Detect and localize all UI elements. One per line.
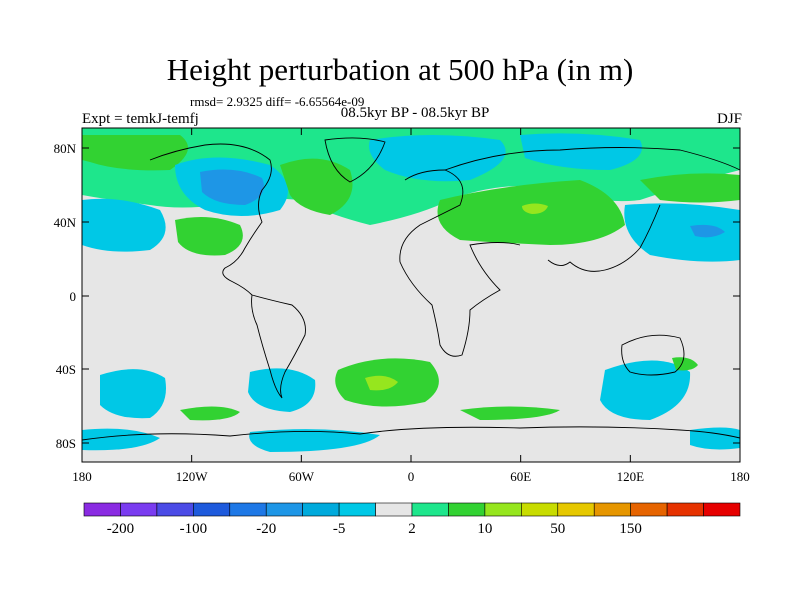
- colorbar-swatch: [593, 502, 631, 517]
- coast-south-america: [251, 294, 306, 399]
- colorbar-swatch: [302, 502, 340, 517]
- coast-australia: [621, 334, 685, 376]
- coast-antarctica: [81, 426, 741, 441]
- colorbar: -200 -100 -20 -5 2 10 50 150: [83, 502, 741, 537]
- fill-chile-negative: [248, 368, 316, 412]
- colorbar-label: -200: [107, 521, 135, 537]
- coast-north-america: [149, 143, 272, 296]
- lat-label: 40N: [54, 215, 77, 230]
- lon-label: 120W: [176, 469, 209, 484]
- lat-label: 0: [70, 289, 77, 304]
- longitude-axis: 180 120W 60W 0 60E 120E 180: [72, 128, 750, 484]
- fill-europe-negative-2: [520, 133, 642, 170]
- fill-nwpacific-positive: [640, 173, 740, 203]
- colorbar-swatch: [411, 502, 449, 517]
- colorbar-swatch: [557, 502, 595, 517]
- fill-nwpacific-dark: [690, 224, 725, 238]
- colorbar-swatch: [83, 502, 121, 517]
- coast-asia: [444, 147, 741, 272]
- colorbar-label: -20: [256, 521, 276, 537]
- fill-npacific-negative: [82, 198, 166, 252]
- rmsd-diff-text: rmsd= 2.9325 diff= -6.65564e-09: [190, 94, 365, 109]
- latitude-axis: 80N 40N 0 40S 80S: [54, 141, 740, 451]
- plot-title: Height perturbation at 500 hPa (in m): [166, 52, 634, 87]
- season-label: DJF: [716, 111, 742, 127]
- colorbar-swatch: [666, 502, 704, 517]
- fill-sub-ant-positive-2: [460, 406, 560, 420]
- colorbar-swatch: [156, 502, 194, 517]
- coast-europe-africa: [399, 169, 521, 357]
- fill-eurasia-peak: [522, 203, 548, 214]
- colorbar-swatch: [265, 502, 303, 517]
- lon-label: 180: [72, 469, 92, 484]
- colorbar-label: -5: [333, 521, 346, 537]
- colorbar-label: 10: [477, 521, 492, 537]
- experiment-label: Expt = temkJ-temfj: [82, 111, 199, 127]
- fill-europe-negative: [369, 135, 506, 182]
- fill-sp-negative: [100, 369, 166, 419]
- fill-satlantic-peak: [365, 375, 398, 391]
- lon-label: 60E: [510, 469, 531, 484]
- fill-na-negative-dark: [200, 169, 264, 205]
- colorbar-swatch: [484, 502, 522, 517]
- fill-sub-ant-positive: [180, 406, 240, 421]
- colorbar-swatch: [521, 502, 559, 517]
- lon-label: 120E: [617, 469, 645, 484]
- fill-indian-negative: [600, 360, 691, 420]
- lat-label: 40S: [56, 362, 76, 377]
- lat-label: 80S: [56, 436, 76, 451]
- colorbar-swatch: [375, 502, 413, 517]
- colorbar-label: 50: [550, 521, 565, 537]
- fill-atlantic-positive: [280, 158, 353, 215]
- colorbar-swatch: [630, 502, 668, 517]
- colorbar-label: 2: [408, 521, 416, 537]
- coastlines: [81, 137, 741, 441]
- colorbar-swatch: [338, 502, 376, 517]
- lon-label: 60W: [289, 469, 315, 484]
- fill-pacific-positive: [175, 216, 243, 256]
- lon-label: 180: [730, 469, 750, 484]
- fill-arctic-mid: [82, 135, 188, 171]
- fill-nwpacific-negative: [624, 203, 740, 262]
- lon-label: 0: [408, 469, 415, 484]
- colorbar-swatch: [120, 502, 158, 517]
- fill-ant-negative-3: [690, 427, 740, 450]
- colorbar-swatch: [229, 502, 267, 517]
- colorbar-swatch: [703, 502, 741, 517]
- fill-tasman-positive: [672, 357, 698, 371]
- period-label: 08.5kyr BP - 08.5kyr BP: [340, 105, 490, 121]
- fill-ant-negative-2: [249, 429, 380, 452]
- colorbar-label: 150: [619, 521, 642, 537]
- colorbar-swatch: [448, 502, 486, 517]
- coast-greenland: [324, 137, 386, 183]
- lat-label: 80N: [54, 141, 77, 156]
- colorbar-swatch: [193, 502, 231, 517]
- colorbar-label: -100: [180, 521, 208, 537]
